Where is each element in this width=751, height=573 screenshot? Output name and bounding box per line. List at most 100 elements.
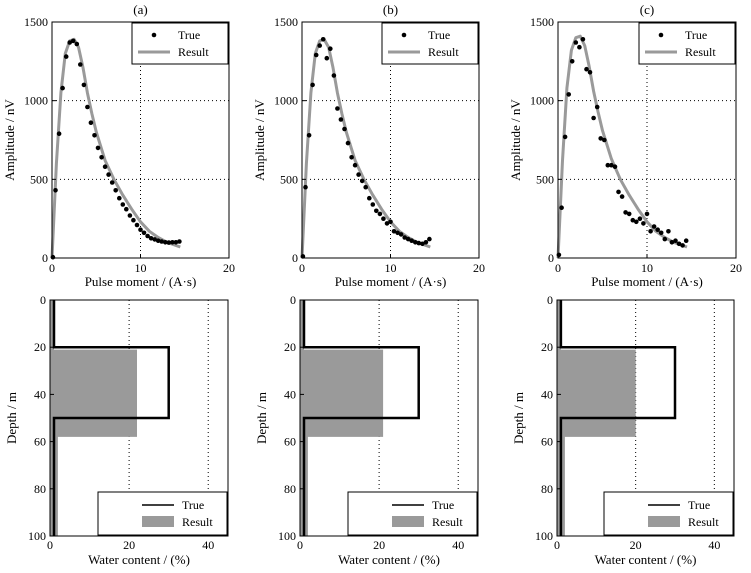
y-tick-label: 0 <box>42 251 48 265</box>
true-data-point <box>335 106 340 111</box>
true-data-point <box>88 120 94 125</box>
y-tick-label: 40 <box>284 387 296 401</box>
true-data-point <box>148 236 154 241</box>
true-data-point <box>113 188 118 193</box>
x-tick-label: 10 <box>385 261 397 275</box>
true-data-point <box>60 85 65 91</box>
x-axis-label: Pulse moment / (A·s) <box>85 274 197 289</box>
true-data-point <box>120 202 126 207</box>
true-data-point <box>109 180 115 185</box>
legend-result-label: Result <box>182 515 213 529</box>
true-data-point <box>67 40 72 45</box>
y-tick-label: 1500 <box>530 15 554 29</box>
legend-box <box>638 22 736 65</box>
x-tick-label: 0 <box>297 538 303 552</box>
true-data-point <box>328 46 333 51</box>
true-data-point <box>427 236 432 242</box>
true-data-point <box>416 240 422 246</box>
true-data-point <box>359 178 365 184</box>
y-tick-label: 80 <box>34 482 46 496</box>
x-tick-label: 40 <box>452 538 464 552</box>
true-data-point <box>63 54 69 59</box>
y-tick-label: 60 <box>284 435 296 449</box>
y-axis-label: Depth / m <box>511 392 526 444</box>
true-profile-line <box>559 300 677 536</box>
y-tick-label: 20 <box>34 340 46 354</box>
true-data-point <box>680 243 685 248</box>
true-data-point <box>170 240 175 245</box>
true-data-point <box>605 162 611 168</box>
true-data-point <box>623 210 628 215</box>
true-data-point <box>577 44 582 50</box>
y-tick-label: 500 <box>536 172 554 186</box>
result-curve <box>556 34 688 259</box>
true-data-point <box>609 162 614 168</box>
true-data-point <box>74 41 80 47</box>
true-data-point <box>398 232 404 237</box>
true-data-point <box>669 240 675 245</box>
panel-label: (c) <box>640 2 654 17</box>
true-data-point <box>591 115 596 121</box>
x-tick-label: 20 <box>630 538 642 552</box>
y-tick-label: 0 <box>40 293 46 307</box>
true-data-point <box>152 237 157 242</box>
y-tick-label: 40 <box>34 387 46 401</box>
legend-result-label: Result <box>685 45 716 59</box>
panel-label: (b) <box>383 2 398 17</box>
x-tick-label: 0 <box>554 538 560 552</box>
x-tick-label: 20 <box>373 538 385 552</box>
true-data-point <box>56 131 62 136</box>
x-axis-label: Water content / (%) <box>338 552 440 567</box>
true-data-point <box>420 241 425 247</box>
true-data-point <box>102 164 108 169</box>
y-tick-label: 40 <box>541 387 553 401</box>
y-tick-label: 100 <box>28 529 46 543</box>
y-tick-label: 80 <box>284 482 296 496</box>
true-data-point <box>320 37 326 42</box>
true-data-point <box>566 92 571 97</box>
true-data-point <box>303 184 308 190</box>
y-axis-label: Amplitude / nV <box>508 99 523 181</box>
true-data-point <box>134 222 140 228</box>
x-tick-label: 0 <box>299 261 305 275</box>
true-data-point <box>587 70 593 75</box>
y-tick-label: 1500 <box>274 15 298 29</box>
true-data-point <box>388 219 393 225</box>
true-profile-line <box>302 300 420 536</box>
true-data-point <box>81 82 87 88</box>
true-data-point <box>602 137 607 143</box>
x-tick-label: 40 <box>202 538 214 552</box>
true-data-point <box>409 238 415 243</box>
y-tick-label: 20 <box>541 340 553 354</box>
true-data-point <box>619 194 625 199</box>
legend-box <box>603 491 734 536</box>
plot-frame <box>49 299 229 537</box>
legend-true-label: True <box>182 498 204 512</box>
true-data-point <box>141 230 147 236</box>
true-data-point <box>177 239 182 244</box>
legend-result-swatch <box>142 516 174 527</box>
true-data-point <box>402 235 408 240</box>
true-data-point <box>580 37 586 42</box>
true-data-point <box>106 172 111 177</box>
true-data-point <box>50 254 56 260</box>
x-tick-label: 0 <box>47 538 53 552</box>
true-data-point <box>342 126 347 132</box>
y-tick-label: 1000 <box>530 94 554 108</box>
true-data-point <box>584 66 589 72</box>
y-tick-label: 80 <box>541 482 553 496</box>
true-data-point <box>159 239 164 244</box>
true-data-point <box>658 230 664 236</box>
true-data-point <box>155 238 161 243</box>
true-data-point <box>85 104 90 110</box>
true-data-point <box>381 216 386 221</box>
legend-result-label: Result <box>432 515 463 529</box>
true-data-point <box>641 221 646 226</box>
true-data-point <box>666 229 671 234</box>
true-data-point <box>651 224 657 229</box>
true-data-point <box>99 155 104 160</box>
x-axis-label: Water content / (%) <box>595 552 697 567</box>
true-data-point <box>630 217 636 223</box>
y-tick-label: 100 <box>535 529 553 543</box>
